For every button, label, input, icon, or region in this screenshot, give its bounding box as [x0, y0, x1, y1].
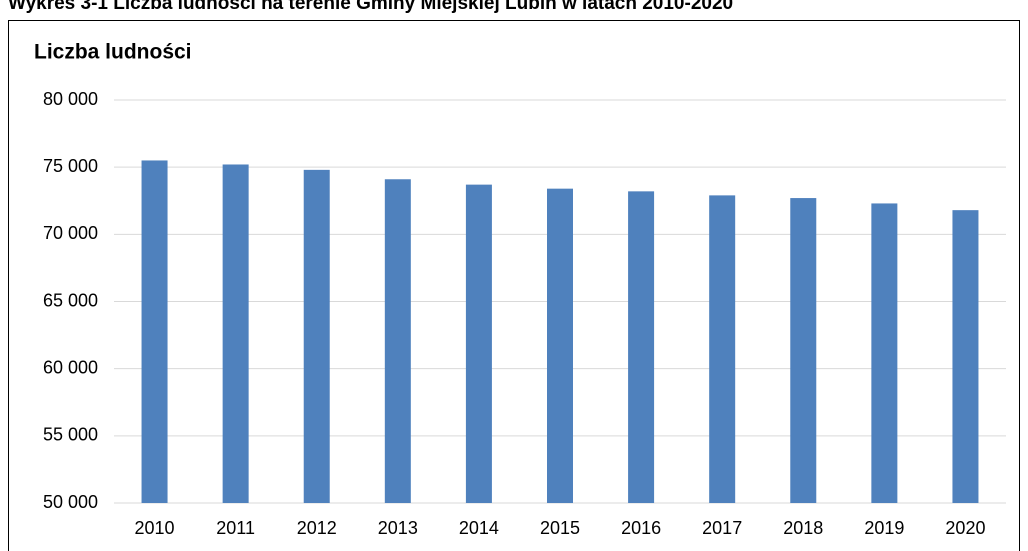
- chart-title: Liczba ludności: [34, 41, 192, 64]
- bar: [709, 195, 736, 504]
- x-tick-label: 2012: [297, 518, 337, 538]
- x-tick-label: 2019: [864, 518, 904, 538]
- x-tick-label: 2017: [702, 518, 742, 538]
- bar: [303, 169, 330, 503]
- x-tick-label: 2013: [378, 518, 418, 538]
- y-tick-label: 70 000: [43, 223, 98, 243]
- y-tick-label: 55 000: [43, 425, 98, 445]
- bar: [141, 160, 168, 503]
- y-tick-label: 65 000: [43, 290, 98, 310]
- y-tick-label: 60 000: [43, 357, 98, 377]
- bar: [790, 198, 817, 503]
- bar: [628, 191, 655, 503]
- x-tick-label: 2020: [945, 518, 985, 538]
- x-tick-label: 2016: [621, 518, 661, 538]
- bar: [871, 203, 898, 504]
- x-tick-label: 2018: [783, 518, 823, 538]
- caption: Wykres 3-1 Liczba ludności na terenie Gm…: [8, 0, 733, 14]
- x-tick-label: 2011: [216, 518, 255, 538]
- bar: [952, 210, 979, 504]
- bar: [465, 184, 492, 503]
- chart-frame: [8, 20, 1020, 551]
- bar: [384, 179, 411, 504]
- bar: [547, 188, 573, 503]
- x-tick-label: 2015: [540, 518, 580, 538]
- x-tick-label: 2010: [135, 518, 175, 538]
- y-tick-label: 50 000: [43, 492, 98, 512]
- y-tick-label: 75 000: [43, 156, 98, 176]
- x-tick-label: 2014: [459, 518, 499, 538]
- bar: [222, 164, 249, 504]
- y-tick-label: 80 000: [43, 89, 98, 109]
